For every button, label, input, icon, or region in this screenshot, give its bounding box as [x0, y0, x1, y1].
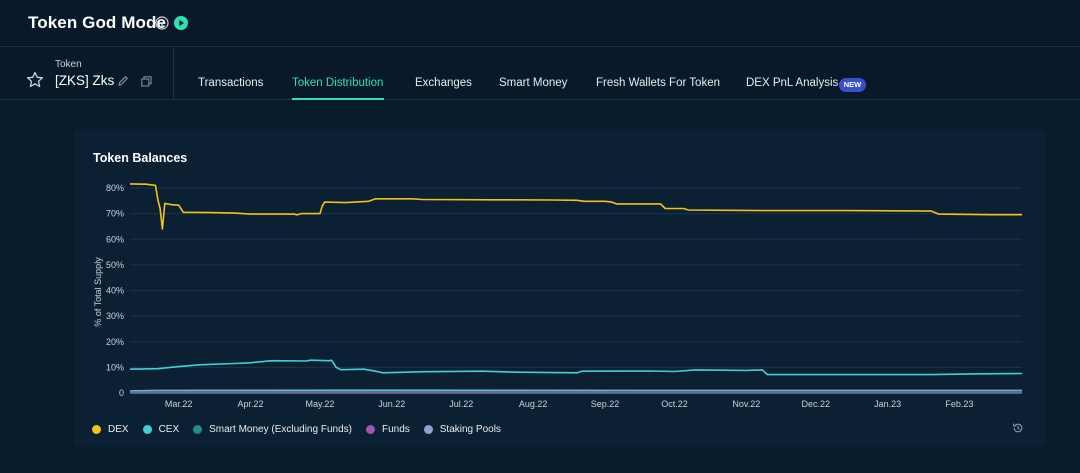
legend-label: Staking Pools	[439, 423, 501, 435]
tab-transactions[interactable]: Transactions	[198, 77, 264, 89]
y-tick-label: 10%	[106, 362, 124, 372]
y-tick-label: 80%	[106, 183, 124, 193]
y-tick-label: 30%	[106, 311, 124, 321]
legend-item[interactable]: Funds	[365, 423, 410, 435]
play-icon[interactable]	[174, 16, 188, 30]
tab-dex-pnl-analysis[interactable]: DEX PnL Analysis	[746, 77, 839, 89]
history-icon[interactable]	[1012, 422, 1024, 434]
x-tick-label: Feb.23	[945, 399, 973, 409]
divider	[173, 48, 174, 100]
tab-token-distribution[interactable]: Token Distribution	[292, 77, 384, 89]
x-tick-label: Sep.22	[591, 399, 620, 409]
legend-item[interactable]: CEX	[142, 423, 180, 435]
pencil-icon[interactable]	[117, 75, 129, 87]
y-tick-label: 60%	[106, 234, 124, 244]
copy-icon[interactable]	[141, 76, 152, 87]
legend-label: DEX	[108, 423, 129, 435]
x-tick-label: Oct.22	[661, 399, 688, 409]
x-tick-label: Jul.22	[449, 399, 473, 409]
series-line-staking-pools[interactable]	[129, 389, 1022, 392]
x-tick-label: Dec.22	[802, 399, 831, 409]
y-tick-label: 0	[119, 388, 124, 398]
legend-item[interactable]: Staking Pools	[423, 423, 501, 435]
x-tick-label: Apr.22	[237, 399, 263, 409]
y-tick-label: 40%	[106, 286, 124, 296]
token-balances-card: Token Balances 0 10% 20% 30% 40% 50% 60% 70% 80%…	[74, 129, 1045, 447]
legend-label: Smart Money (Excluding Funds)	[209, 423, 352, 435]
token-balances-chart: 0 10% 20% 30% 40% 50% 60% 70% 80% Mar.22 Apr.22 Ma…	[93, 183, 1023, 409]
tab-fresh-wallets[interactable]: Fresh Wallets For Token	[596, 77, 720, 89]
x-tick-label: May.22	[306, 399, 335, 409]
legend-item[interactable]: DEX	[92, 424, 129, 435]
legend-item[interactable]: Smart Money (Excluding Funds)	[193, 424, 352, 435]
top-bar: Token God Mode	[0, 0, 1080, 47]
legend-dot	[193, 424, 203, 434]
tab-exchanges[interactable]: Exchanges	[415, 77, 472, 89]
x-tick-label: Nov.22	[732, 399, 760, 409]
x-tick-label: Jun.22	[378, 399, 405, 409]
info-icon[interactable]	[155, 16, 169, 30]
x-tick-label: Mar.22	[165, 399, 193, 409]
chart-title: Token Balances	[93, 151, 188, 165]
legend-dot	[92, 424, 101, 434]
page-title: Token God Mode	[28, 13, 167, 32]
y-axis-label: % of Total Supply	[93, 257, 103, 327]
active-tab-indicator	[292, 98, 384, 100]
legend-dot	[142, 424, 152, 434]
token-name: [ZKS] Zks	[55, 73, 115, 88]
series-line-dex[interactable]	[129, 183, 1022, 230]
tab-smart-money[interactable]: Smart Money	[499, 77, 568, 89]
star-icon[interactable]	[26, 71, 44, 89]
legend-dot	[423, 424, 433, 434]
x-tick-label: Aug.22	[519, 399, 548, 409]
token-caption: Token	[55, 59, 82, 70]
y-tick-label: 50%	[106, 260, 124, 270]
legend-label: CEX	[158, 423, 180, 435]
new-badge: NEW	[839, 78, 866, 92]
y-tick-label: 20%	[106, 337, 124, 347]
y-tick-label: 70%	[106, 209, 124, 219]
x-tick-label: Jan.23	[874, 399, 901, 409]
legend-label: Funds	[381, 423, 410, 435]
series-line-cex[interactable]	[129, 359, 1023, 376]
legend-dot	[365, 424, 375, 434]
chart-legend: DEX CEX Smart Money (Excluding Funds) Funds…	[92, 422, 515, 436]
token-nav-bar: Token [ZKS] Zks Transactions Token Distr…	[0, 48, 1080, 100]
